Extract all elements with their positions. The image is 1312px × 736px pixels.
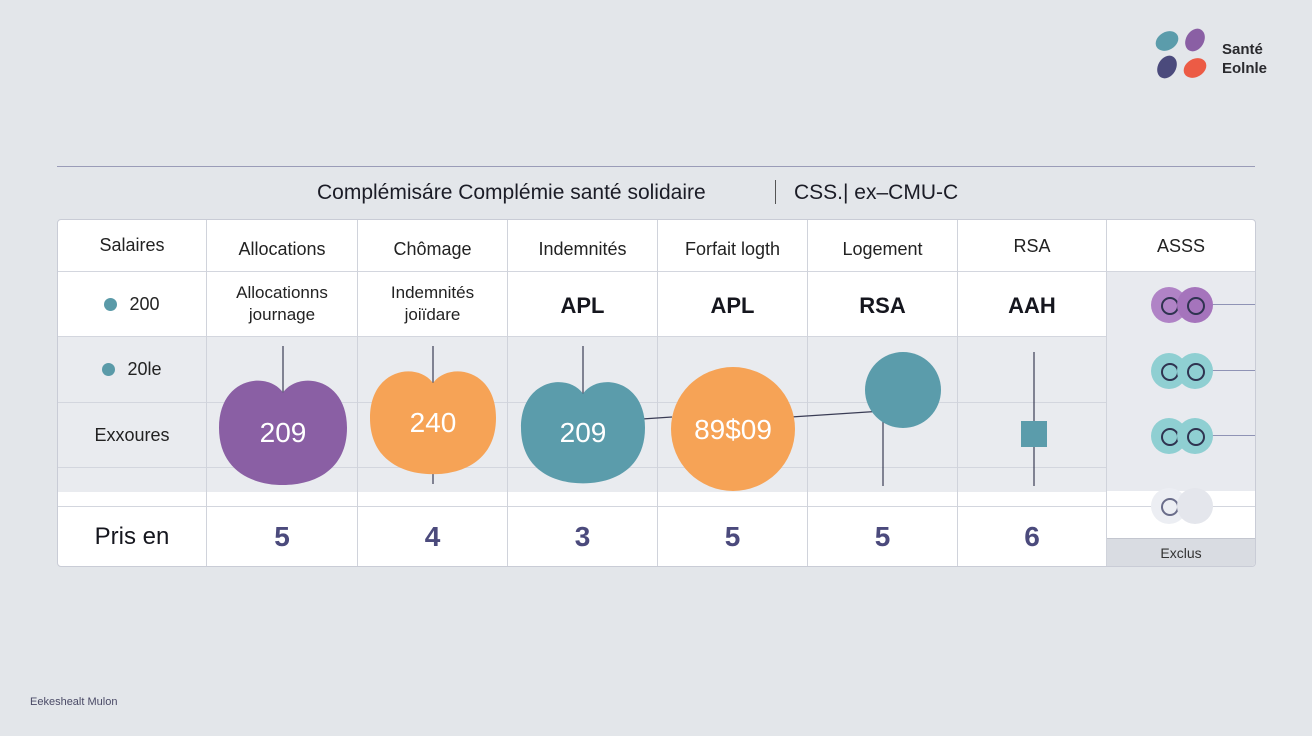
comparison-table: Salaires Allocations Chômage Indemnités …: [57, 219, 1256, 567]
row-divider: [58, 506, 1255, 507]
shape-heart-2: [370, 371, 496, 475]
col-divider: [206, 220, 207, 566]
shapes-layer: 209 240 209 89$09: [219, 352, 1047, 491]
toggle-pair-purple: [1151, 287, 1215, 323]
logo-petals-icon: [1155, 28, 1207, 79]
toggle-right-icon: [1177, 353, 1213, 389]
count-forfait: 5: [724, 520, 741, 552]
shape-heart-1: [219, 380, 347, 486]
shape-label-4: 89$09: [694, 414, 772, 445]
title-rule: [57, 166, 1255, 167]
count-logement: 5: [874, 520, 891, 552]
col-divider: [507, 220, 508, 566]
col-divider: [1106, 220, 1107, 566]
cell-allocations-detail: Allocationns journage: [236, 283, 328, 324]
col-divider: [957, 220, 958, 566]
header-chomage: Chômage: [393, 238, 472, 259]
row-label-20le-text: 20le: [127, 359, 162, 379]
connector-line: [790, 410, 884, 418]
row-divider: [58, 271, 1255, 272]
shape-square-6: [1021, 421, 1047, 447]
bubble-chart: 209 240 209 89$09: [219, 346, 1047, 491]
shape-circle-4: [671, 367, 795, 491]
connector-line: [641, 416, 673, 420]
footer-credit: Eekeshealt Mulon: [30, 696, 118, 708]
col-divider: [657, 220, 658, 566]
header-allocations: Allocations: [238, 238, 326, 259]
header-forfait: Forfait logth: [684, 238, 781, 259]
title-main: Complémisáre Complémie santé solidaire: [317, 181, 706, 204]
logo-line2: Eolnle: [1222, 60, 1268, 77]
row-label-200-text: 200: [129, 293, 160, 314]
logo-text: Santé Eolnle: [1222, 40, 1267, 78]
toggle-pair-grey: [1151, 488, 1215, 524]
header-asss: ASSS: [1156, 235, 1206, 256]
header-logement: Logement: [842, 238, 923, 259]
count-indemnites: 3: [574, 520, 591, 552]
cell-chomage-detail: Indemnités joiïdare: [390, 283, 475, 324]
toggle-right-icon: [1177, 287, 1213, 323]
shape-label-3: 209: [560, 417, 607, 448]
header-rsa: RSA: [1013, 235, 1051, 256]
header-indemnites: Indemnités: [538, 238, 627, 259]
title-separator: [775, 180, 776, 204]
brand-logo: Santé Eolnle: [1152, 26, 1282, 82]
count-rsa: 6: [1024, 520, 1040, 552]
footer-label: Pris en: [94, 522, 170, 550]
col-divider: [357, 220, 358, 566]
row-label-20le: 20le: [58, 337, 206, 402]
toggle-pair-teal-2: [1151, 418, 1215, 454]
row-label-exxoures: Exxoures: [94, 424, 170, 445]
connector-line: [1207, 370, 1255, 371]
row-label-200: 200: [58, 272, 206, 336]
shape-label-1: 209: [260, 417, 307, 448]
toggle-right-icon: [1177, 418, 1213, 454]
header-salaires: Salaires: [99, 235, 165, 255]
shape-label-2: 240: [410, 407, 457, 438]
connector-line: [1207, 435, 1255, 436]
page-title: Complémisáre Complémie santé solidaire C…: [57, 178, 1255, 208]
logo-line1: Santé: [1222, 41, 1263, 58]
cell-forfait-detail: APL: [710, 293, 755, 318]
teal-dot-icon: [104, 297, 118, 311]
cell-indemnites-detail: APL: [560, 293, 605, 318]
asss-column: Exclus: [1107, 220, 1255, 566]
toggle-pair-teal-1: [1151, 353, 1215, 389]
col-divider: [807, 220, 808, 566]
cell-rsa-detail: AAH: [1008, 293, 1056, 318]
toggle-right-icon: [1177, 488, 1213, 524]
cell-logement-detail: RSA: [859, 293, 906, 318]
title-sub: CSS.| ex–CMU-C: [794, 181, 959, 204]
shape-heart-3: [521, 382, 645, 484]
shape-circle-5: [865, 352, 941, 428]
count-allocations: 5: [274, 520, 290, 552]
teal-dot-icon: [102, 363, 116, 376]
count-chomage: 4: [424, 520, 441, 552]
row-divider: [58, 336, 1106, 337]
connector-line: [1207, 304, 1255, 305]
excluded-label: Exclus: [1107, 538, 1255, 566]
